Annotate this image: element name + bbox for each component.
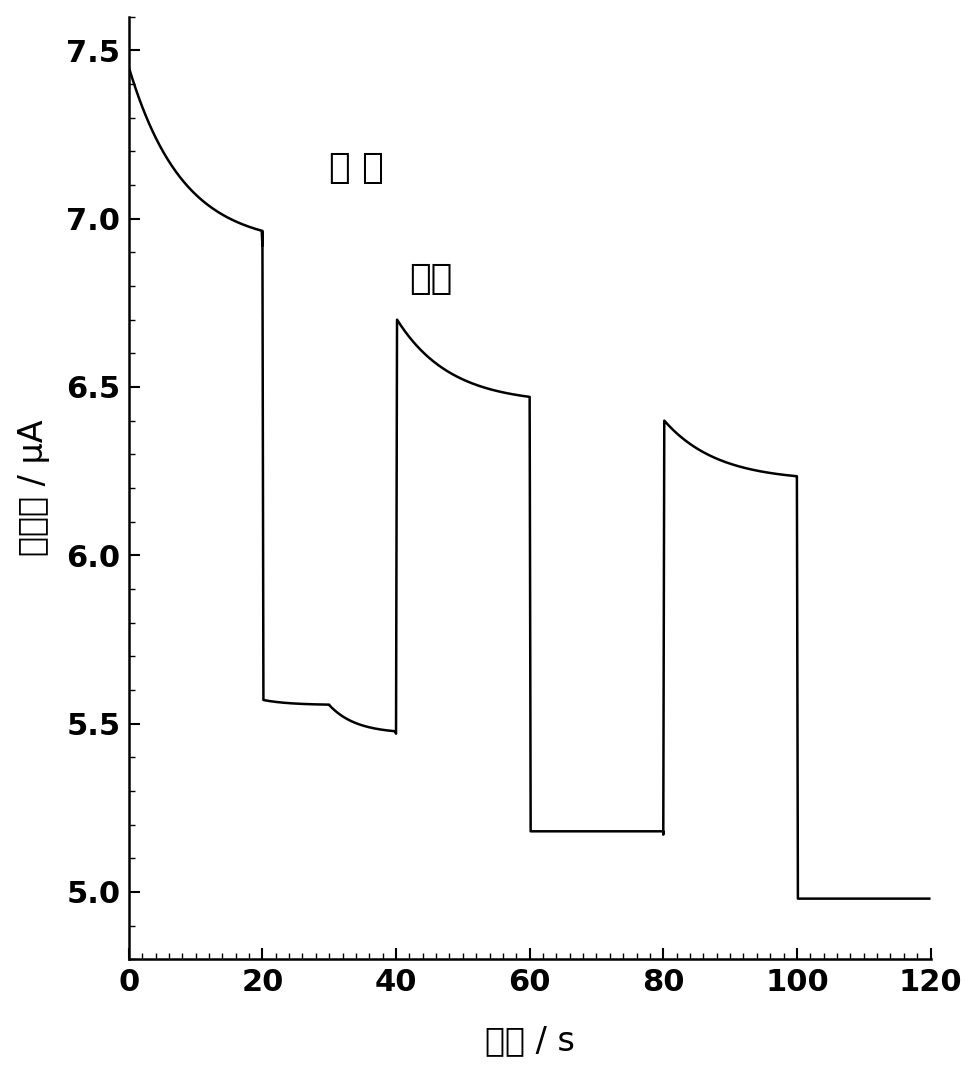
- Y-axis label: 光电流 / μA: 光电流 / μA: [17, 420, 50, 556]
- Text: 光照: 光照: [409, 262, 452, 296]
- X-axis label: 时间 / s: 时间 / s: [484, 1025, 574, 1057]
- Text: 避 光: 避 光: [329, 151, 383, 185]
